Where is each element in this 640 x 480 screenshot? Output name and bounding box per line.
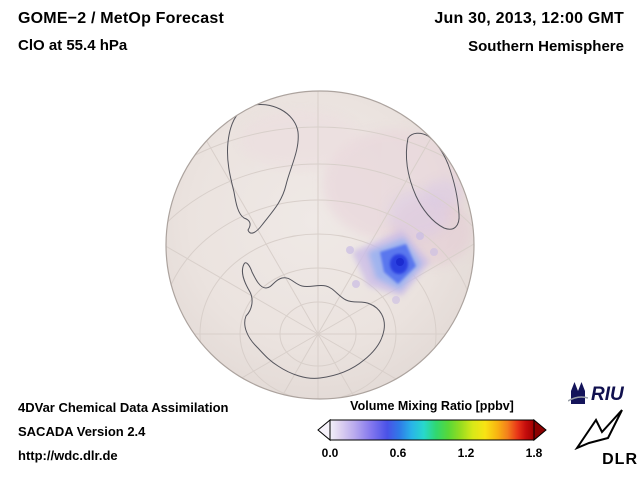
forecast-title: GOME−2 / MetOp Forecast (18, 10, 224, 27)
antarctica-outline (241, 262, 385, 379)
url-label: http://wdc.dlr.de (18, 448, 118, 463)
hemisphere-label: Southern Hemisphere (468, 38, 624, 55)
colorbar-gradient (329, 419, 535, 441)
colorbar-tick-1: 0.6 (389, 446, 407, 460)
colorbar (317, 418, 547, 442)
version-label: SACADA Version 2.4 (18, 424, 146, 439)
colorbar-tick-2: 1.2 (457, 446, 475, 460)
colorbar-right-arrow (533, 418, 547, 442)
dlr-logo: DLR (566, 408, 638, 470)
clo-plume (346, 230, 438, 304)
dlr-text: DLR (602, 451, 638, 468)
assimilation-label: 4DVar Chemical Data Assimilation (18, 400, 229, 415)
globe-surface (166, 91, 474, 399)
south-america-outline (227, 104, 299, 234)
colorbar-left-arrow (317, 418, 331, 442)
riu-text: RIU (591, 384, 624, 405)
datetime-label: Jun 30, 2013, 12:00 GMT (434, 10, 624, 27)
globe-limb (165, 90, 475, 400)
colorbar-title: Volume Mixing Ratio [ppbv] (350, 399, 514, 413)
cathedral-icon (568, 382, 588, 404)
dlr-emblem-icon (574, 409, 623, 450)
riu-logo: RIU (568, 376, 638, 404)
colorbar-tick-3: 1.8 (525, 446, 543, 460)
pressure-level-label: ClO at 55.4 hPa (18, 37, 128, 54)
colorbar-tick-0: 0.0 (321, 446, 339, 460)
